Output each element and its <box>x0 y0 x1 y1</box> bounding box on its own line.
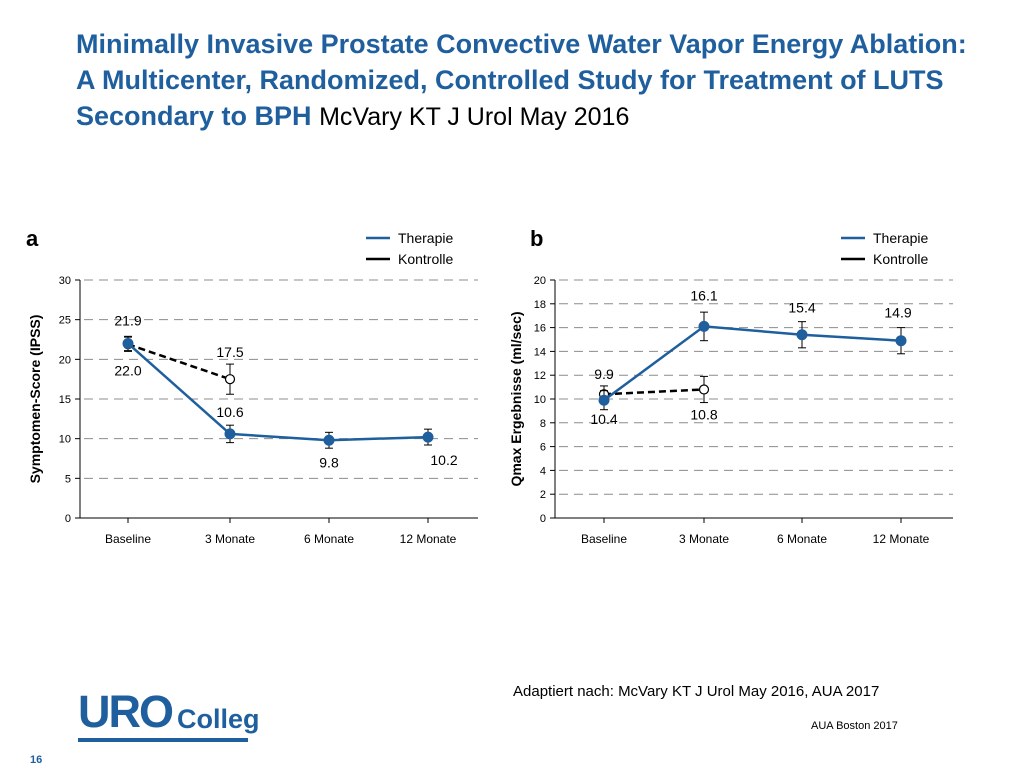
data-point-therapie <box>895 335 907 347</box>
urocolleg-logo: URO Colleg <box>70 687 260 745</box>
y-tick-label: 2 <box>540 489 546 501</box>
data-point-therapie <box>698 320 710 332</box>
panel-letter: a <box>26 226 39 251</box>
series-line-kontrolle <box>127 343 231 381</box>
conference-note: AUA Boston 2017 <box>811 720 898 732</box>
y-axis-label: Symptomen-Score (IPSS) <box>27 315 43 484</box>
logo-uro-text: URO <box>78 686 174 737</box>
data-point-therapie <box>122 337 134 349</box>
y-tick-label: 20 <box>534 275 546 287</box>
y-tick-label: 0 <box>65 513 71 525</box>
y-tick-label: 30 <box>59 275 71 287</box>
y-axis-label: Qmax Ergebnisse (ml/sec) <box>508 311 524 486</box>
legend-label-kontrolle: Kontrolle <box>873 251 928 267</box>
data-label-therapie: 10.2 <box>430 452 457 468</box>
x-category-label: 6 Monate <box>304 532 354 546</box>
x-category-label: Baseline <box>105 532 151 546</box>
x-category-label: 3 Monate <box>205 532 255 546</box>
data-label-kontrolle: 21.9 <box>114 312 141 328</box>
data-label-therapie: 9.8 <box>319 454 339 470</box>
data-label-kontrolle: 10.4 <box>590 411 617 427</box>
logo-colleg-text: Colleg <box>177 704 260 734</box>
y-tick-label: 10 <box>59 434 71 446</box>
series-line-kontrolle <box>603 388 705 396</box>
title-text: Minimally Invasive Prostate Convective W… <box>76 29 967 131</box>
x-category-label: 12 Monate <box>873 532 930 546</box>
y-tick-label: 18 <box>534 299 546 311</box>
data-label-therapie: 14.9 <box>884 305 911 321</box>
y-tick-label: 8 <box>540 418 546 430</box>
series-line-therapie <box>127 342 429 442</box>
y-tick-label: 16 <box>534 323 546 335</box>
chart-panel-a: a 0 5 10 15 20 25 30 Baseline 3 Monate 6 Monate 12 … <box>26 226 478 546</box>
legend-label-therapie: Therapie <box>398 230 453 246</box>
data-label-therapie: 22.0 <box>114 362 141 378</box>
slide-title: Minimally Invasive Prostate Convective W… <box>76 26 976 135</box>
y-tick-label: 25 <box>59 315 71 327</box>
y-tick-label: 4 <box>540 465 546 477</box>
legend-label-therapie: Therapie <box>873 230 928 246</box>
data-point-kontrolle <box>224 374 236 385</box>
data-point-therapie <box>598 394 610 406</box>
data-point-therapie <box>323 434 335 446</box>
y-tick-label: 0 <box>540 513 546 525</box>
data-point-therapie <box>224 428 236 440</box>
y-tick-label: 10 <box>534 394 546 406</box>
x-category-label: Baseline <box>581 532 627 546</box>
x-category-label: 3 Monate <box>679 532 729 546</box>
y-tick-label: 6 <box>540 442 546 454</box>
data-label-therapie: 16.1 <box>690 287 717 303</box>
legend-label-kontrolle: Kontrolle <box>398 251 453 267</box>
series-line-therapie <box>603 325 902 402</box>
y-tick-label: 14 <box>534 346 546 358</box>
title-citation: McVary KT J Urol May 2016 <box>319 103 630 131</box>
x-category-label: 12 Monate <box>400 532 457 546</box>
y-tick-label: 20 <box>59 354 71 366</box>
y-tick-label: 12 <box>534 370 546 382</box>
page-number: 16 <box>30 754 43 766</box>
x-category-label: 6 Monate <box>777 532 827 546</box>
chart-panel-b: b 0 2 4 6 8 10 12 14 16 18 20 Baseline 3 Monate 6 Mona… <box>508 226 953 546</box>
source-note: Adaptiert nach: McVary KT J Urol May 201… <box>513 683 880 700</box>
data-label-therapie: 9.9 <box>594 366 614 382</box>
data-label-kontrolle: 10.8 <box>690 406 717 422</box>
y-tick-label: 5 <box>65 473 71 485</box>
logo-underline <box>78 738 248 742</box>
data-point-therapie <box>422 431 434 443</box>
data-point-therapie <box>796 329 808 341</box>
data-label-therapie: 15.4 <box>788 300 815 316</box>
data-point-kontrolle <box>698 384 710 395</box>
panel-letter: b <box>530 226 543 251</box>
data-label-therapie: 10.6 <box>216 404 243 420</box>
y-tick-label: 15 <box>59 394 71 406</box>
data-label-kontrolle: 17.5 <box>216 344 243 360</box>
